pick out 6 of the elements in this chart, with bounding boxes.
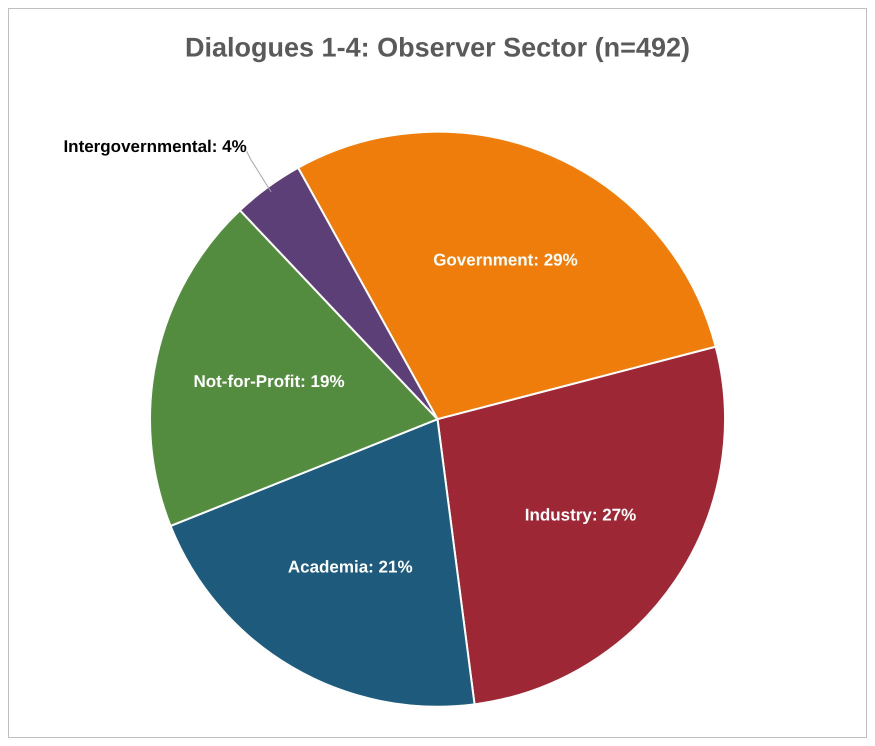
slice-label: Industry: 27%: [524, 505, 636, 524]
chart-title: Dialogues 1-4: Observer Sector (n=492): [185, 32, 690, 63]
slice-label: Not-for-Profit: 19%: [193, 372, 345, 391]
slice-label: Academia: 21%: [288, 558, 413, 577]
slice-label: Government: 29%: [433, 250, 578, 270]
slice-label: Intergovernmental: 4%: [63, 137, 247, 156]
